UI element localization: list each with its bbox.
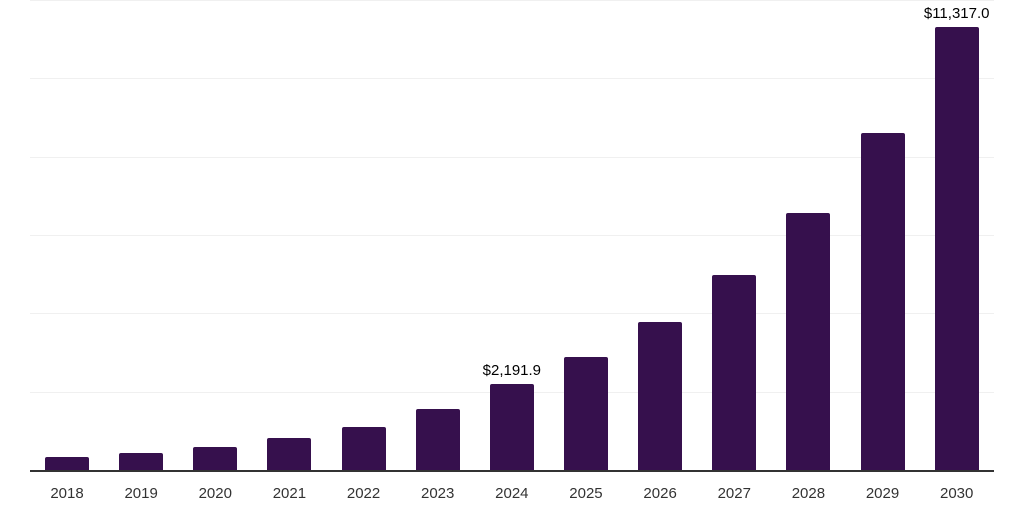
plot-area: $2,191.9 $11,317.0 — [30, 0, 994, 470]
bar-2028 — [786, 213, 831, 470]
bar-2018 — [45, 457, 89, 470]
bar-2022 — [341, 426, 386, 470]
x-tick-label-2018: 2018 — [50, 485, 84, 502]
bar-2030 — [934, 26, 979, 470]
bar-2023 — [415, 408, 460, 470]
gridline — [30, 78, 994, 80]
gridline — [30, 235, 994, 236]
bar-value-label-2030: $11,317.0 — [923, 4, 990, 22]
x-tick-label-2020: 2020 — [198, 485, 232, 502]
bar-2020 — [193, 447, 238, 470]
x-tick-label-2030: 2030 — [939, 485, 974, 502]
x-tick-label-2026: 2026 — [643, 485, 677, 502]
bar-2027 — [712, 274, 757, 470]
bar-2024 — [489, 384, 534, 470]
x-tick-label-2027: 2027 — [717, 485, 751, 502]
x-tick-label-2022: 2022 — [346, 485, 381, 502]
bar-value-label-2024: $2,191.9 — [482, 362, 542, 380]
bar-2025 — [563, 357, 608, 470]
bar-2019 — [119, 452, 164, 470]
x-tick-label-2028: 2028 — [791, 485, 826, 502]
x-axis-line — [30, 470, 994, 472]
gridline — [30, 0, 994, 1]
x-tick-label-2023: 2023 — [421, 485, 455, 502]
gridline — [30, 156, 994, 158]
x-tick-label-2029: 2029 — [865, 485, 900, 502]
x-tick-label-2021: 2021 — [272, 485, 307, 502]
x-tick-label-2025: 2025 — [569, 485, 603, 502]
gridline — [30, 313, 994, 315]
bar-2021 — [267, 438, 312, 470]
bar-2026 — [638, 321, 683, 470]
x-tick-label-2019: 2019 — [124, 485, 158, 502]
x-tick-label-2024: 2024 — [495, 485, 529, 502]
bar-2029 — [860, 132, 905, 470]
